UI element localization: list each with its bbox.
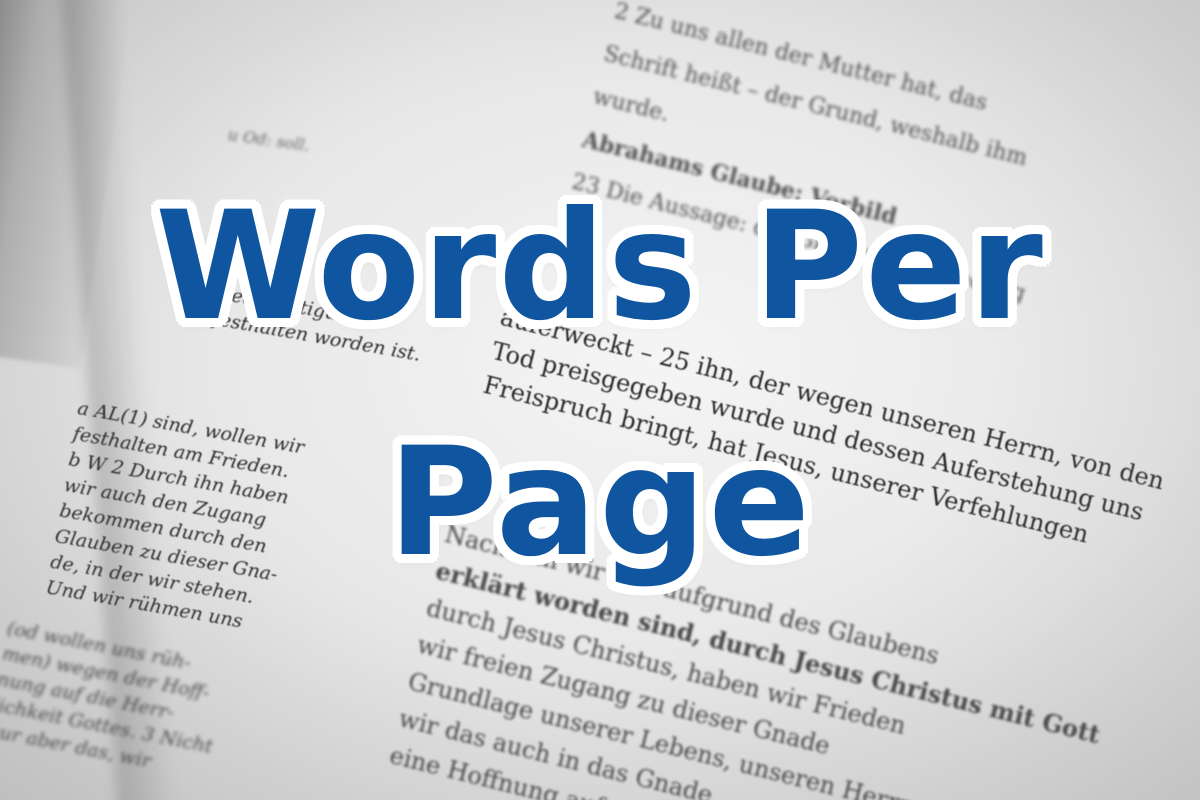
- headline-line-1: Words Per: [154, 180, 1045, 354]
- book-footnotes-blurred: (od wollen uns rüh- men) wegen der Hoff-…: [0, 615, 230, 785]
- headline-line-2: Page: [387, 416, 813, 590]
- book-text-line: u Od: soll.: [226, 124, 311, 156]
- book-text-left-top: u Od: soll.: [226, 120, 312, 161]
